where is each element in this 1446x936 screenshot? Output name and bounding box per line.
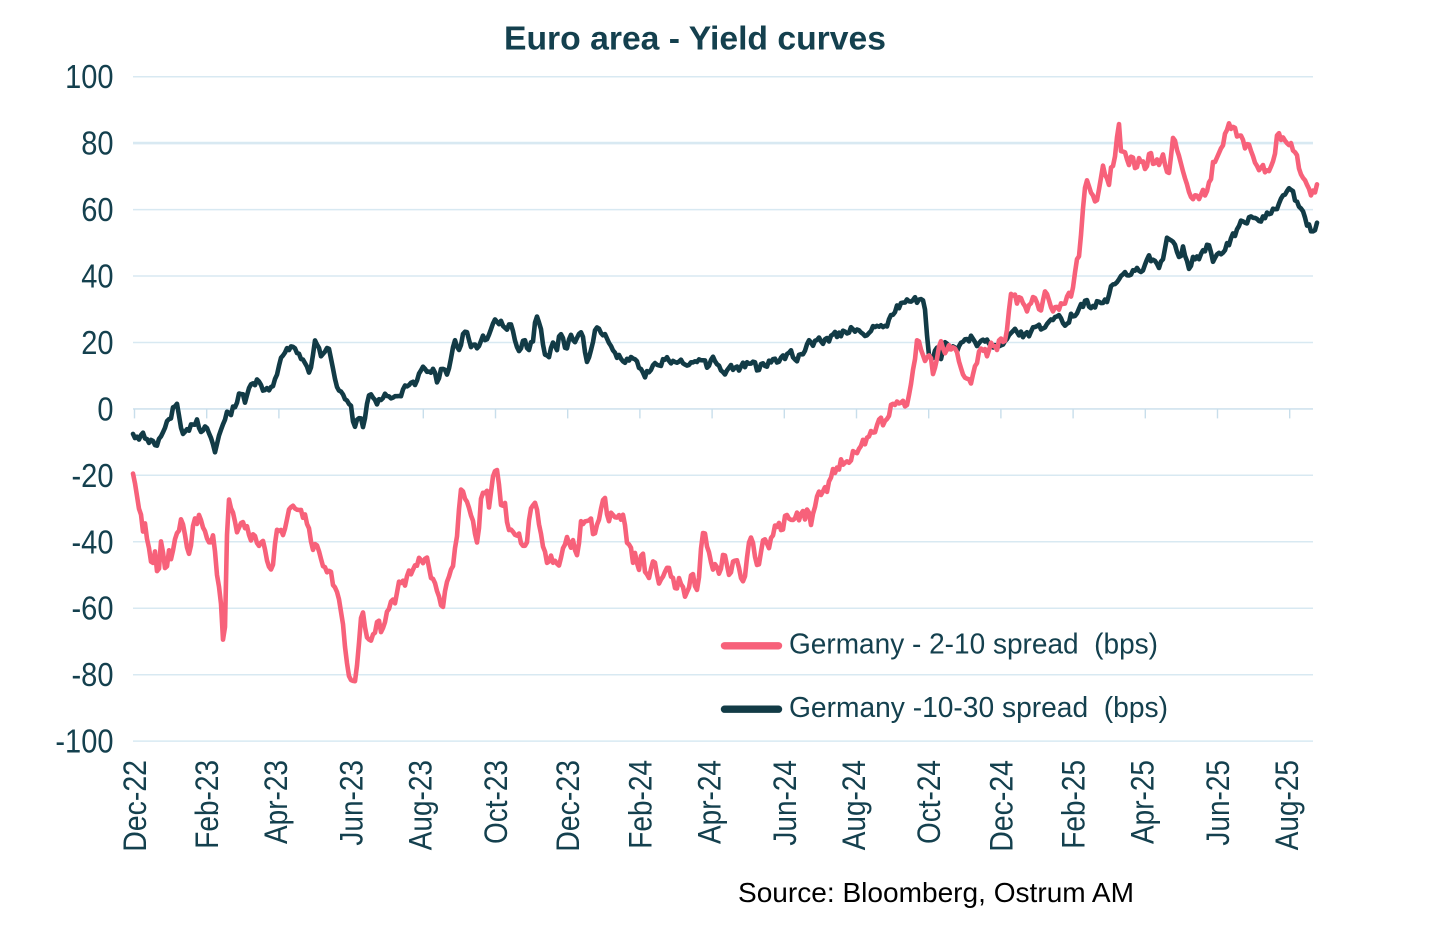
svg-text:-20: -20 [72,457,114,494]
svg-text:100: 100 [65,58,113,95]
svg-text:0: 0 [97,390,113,427]
svg-text:Dec-22: Dec-22 [117,760,153,852]
svg-text:Source: Bloomberg, Ostrum AM: Source: Bloomberg, Ostrum AM [738,877,1134,908]
svg-text:Germany - 2-10 spread (bps): Germany - 2-10 spread (bps) [789,629,1158,661]
svg-text:Apr-25: Apr-25 [1125,760,1161,844]
svg-text:Jun-24: Jun-24 [767,760,803,846]
svg-text:Oct-24: Oct-24 [911,760,947,844]
svg-text:Feb-24: Feb-24 [622,760,658,849]
svg-text:80: 80 [81,125,113,162]
svg-text:Germany -10-30 spread (bps): Germany -10-30 spread (bps) [789,692,1168,724]
svg-text:40: 40 [81,258,113,295]
svg-text:-40: -40 [72,523,114,560]
svg-text:Feb-25: Feb-25 [1056,760,1092,849]
svg-text:Apr-23: Apr-23 [258,760,294,844]
svg-text:Euro area - Yield curves: Euro area - Yield curves [504,20,886,57]
svg-text:Jun-25: Jun-25 [1200,760,1236,846]
svg-text:-80: -80 [72,656,114,693]
svg-text:-60: -60 [72,590,114,627]
svg-text:-100: -100 [55,723,113,760]
svg-text:60: 60 [81,191,113,228]
svg-text:Dec-24: Dec-24 [983,760,1019,852]
svg-text:Feb-23: Feb-23 [189,760,225,849]
svg-text:Dec-23: Dec-23 [550,760,586,852]
svg-text:Aug-24: Aug-24 [836,760,872,850]
svg-text:Jun-23: Jun-23 [334,760,370,846]
svg-text:Aug-23: Aug-23 [403,760,439,850]
svg-text:Apr-24: Apr-24 [691,760,727,844]
svg-text:Aug-25: Aug-25 [1269,760,1305,850]
svg-text:20: 20 [81,324,113,361]
svg-text:Oct-23: Oct-23 [478,760,514,844]
